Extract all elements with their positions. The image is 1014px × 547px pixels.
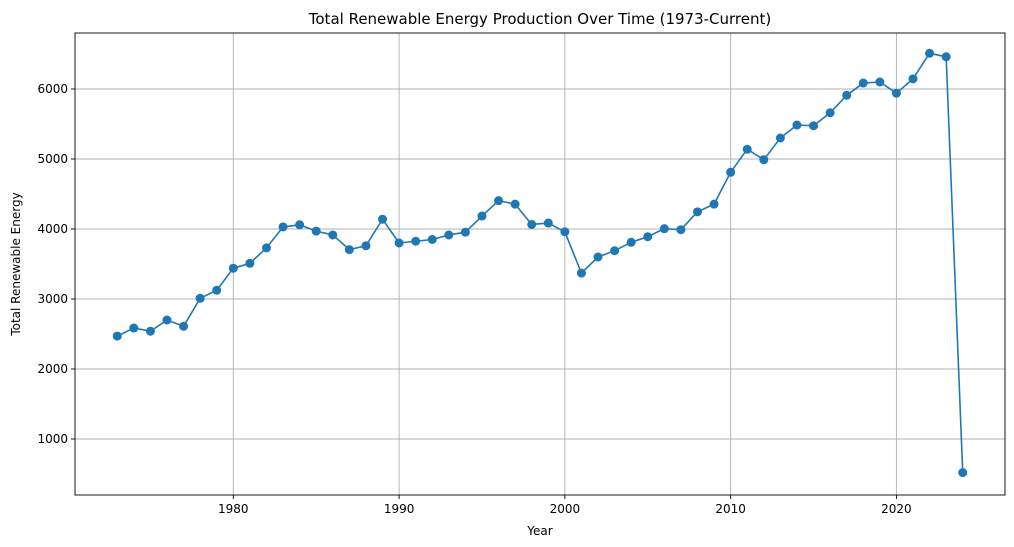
data-point	[311, 226, 321, 236]
data-point	[378, 214, 388, 224]
data-point	[162, 315, 172, 325]
x-tick-label: 1990	[384, 502, 415, 516]
y-tick-label: 3000	[37, 292, 68, 306]
x-tick-label: 1980	[218, 502, 249, 516]
data-point	[145, 326, 155, 336]
data-point	[112, 331, 122, 341]
y-tick-label: 1000	[37, 432, 68, 446]
data-point	[444, 230, 454, 240]
data-point	[245, 258, 255, 268]
data-point	[394, 238, 404, 248]
data-point	[759, 155, 769, 165]
data-point	[775, 133, 785, 143]
plot-frame	[74, 32, 1006, 496]
data-point	[742, 144, 752, 154]
data-point	[361, 241, 371, 251]
y-tick-label: 6000	[37, 82, 68, 96]
data-point	[958, 468, 968, 478]
data-point	[659, 224, 669, 234]
data-point	[610, 246, 620, 256]
data-point	[212, 285, 222, 295]
data-point	[692, 207, 702, 217]
data-point	[576, 268, 586, 278]
data-point	[858, 78, 868, 88]
data-point	[228, 263, 238, 273]
data-point	[941, 52, 951, 62]
data-point	[908, 74, 918, 84]
data-point	[460, 227, 470, 237]
grid-lines	[75, 33, 1005, 495]
data-point	[643, 232, 653, 242]
data-point	[494, 196, 504, 206]
data-point	[261, 243, 271, 253]
data-point	[427, 235, 437, 244]
data-point	[709, 199, 719, 209]
y-tick-label: 5000	[37, 152, 68, 166]
data-point	[510, 199, 520, 209]
data-point	[543, 218, 553, 228]
y-tick-label: 2000	[37, 362, 68, 376]
y-tick-label: 4000	[37, 222, 68, 236]
data-point	[560, 227, 570, 237]
x-axis-ticks: 1980 1990 2000 2010 2020	[218, 495, 912, 516]
data-point	[195, 293, 205, 303]
chart-title: Total Renewable Energy Production Over T…	[308, 10, 771, 28]
data-point	[726, 167, 736, 177]
data-series	[112, 48, 968, 478]
data-point	[129, 323, 139, 333]
data-point	[295, 220, 305, 230]
data-point	[411, 236, 421, 246]
data-point	[278, 222, 288, 232]
data-point	[477, 211, 487, 221]
data-point	[344, 245, 354, 255]
x-axis-label: Year	[526, 524, 552, 538]
data-point	[676, 225, 686, 235]
x-tick-label: 2010	[715, 502, 746, 516]
y-axis-ticks: 1000 2000 3000 4000 5000 6000	[37, 82, 75, 446]
data-point	[891, 88, 901, 98]
data-point	[925, 48, 935, 58]
data-point	[179, 321, 189, 331]
data-point	[809, 121, 819, 131]
data-point	[626, 237, 636, 247]
data-point	[328, 230, 338, 240]
series-line	[116, 52, 964, 473]
data-point	[842, 90, 852, 100]
x-tick-label: 2020	[881, 502, 912, 516]
data-point	[792, 120, 802, 130]
x-tick-label: 2000	[550, 502, 581, 516]
data-point	[527, 219, 537, 229]
data-point	[593, 252, 603, 262]
data-point	[875, 77, 885, 87]
data-point	[825, 108, 835, 118]
y-axis-label: Total Renewable Energy	[9, 192, 23, 336]
